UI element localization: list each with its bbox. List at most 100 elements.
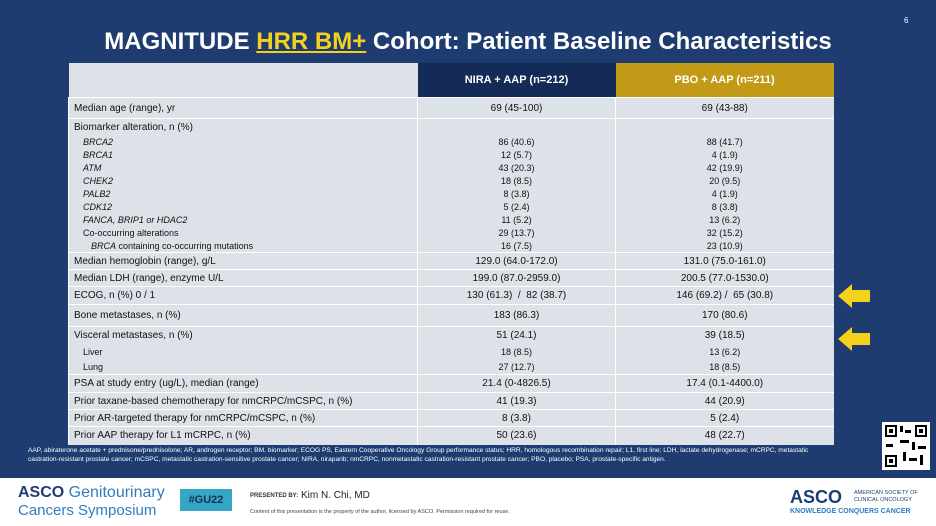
row: Median hemoglobin (range), g/L 129.0 (64.… [68,252,834,270]
cell: 50 (23.6) [417,426,616,445]
cell: 18 (8.5) [417,174,616,188]
cell: 5 (2.4) [615,409,834,427]
cell: 69 (43-88) [615,97,834,119]
table: NIRA + AAP (n=212) PBO + AAP (n=211) Medi… [68,63,834,445]
cell: 44 (20.9) [615,392,834,410]
cell: 8 (3.8) [417,409,616,427]
row: Prior taxane-based chemotherapy for nmCR… [68,392,834,410]
sub-row: Co-occurring alterations 29 (13.7) 32 (15.… [68,226,834,240]
cell: 20 (9.5) [615,174,834,188]
row-label: FANCA, BRIP1 or HDAC2 [68,213,418,227]
cell: 170 (80.6) [615,304,834,327]
row: ECOG, n (%) 0 / 1 130 (61.3) / 82 (38.7) 1… [68,286,834,305]
row-label: PSA at study entry (ug/L), median (range… [68,374,418,393]
sub-row: FANCA, BRIP1 or HDAC2 11 (5.2) 13 (6.2) [68,213,834,227]
cell: 69 (45-100) [417,97,616,119]
logo-text: Cancers Symposium [18,502,157,519]
cell: 39 (18.5) [615,326,834,345]
arrow [838,284,870,308]
sub-row: Liver 18 (8.5) 13 (6.2) [68,344,834,360]
row-label: Prior AAP therapy for L1 mCRPC, n (%) [68,426,418,445]
sub-row: Lung 27 (12.7) 18 (8.5) [68,359,834,375]
row-label: BRCA containing co-occurring mutations [68,239,418,253]
cell: 43 (20.3) [417,161,616,175]
title-part: Cohort: Patient Baseline Characteristics [366,28,832,55]
cell [417,118,616,136]
row-label: BRCA2 [68,135,418,149]
cell: 146 (69.2) / 65 (30.8) [615,286,834,305]
row-label: Co-occurring alterations [68,226,418,240]
decorations [838,284,930,470]
label-text: containing co-occurring mutations [116,240,254,251]
gene: BRCA1 [83,150,114,160]
cell: 8 (3.8) [417,187,616,201]
row-label: CHEK2 [68,174,418,188]
row: PSA at study entry (ug/L), median (range… [68,374,834,393]
cell: 88 (41.7) [615,135,834,149]
footnote: AAP, abiraterone acetate + prednisone/pr… [28,447,809,463]
cell [615,118,834,136]
hashtag: #GU22 [180,489,232,511]
cell: 5 (2.4) [417,200,616,214]
cell: 8 (3.8) [615,200,834,214]
cell: 130 (61.3) / 82 (38.7) [417,286,616,305]
gene: FANCA, BRIP1 or HDAC2 [83,215,188,225]
presenter: Kim N. Chi, MD [301,490,370,501]
row-label: ECOG, n (%) 0 / 1 [68,286,418,305]
sub-row: BRCA1 12 (5.7) 4 (1.9) [68,148,834,162]
cell: 4 (1.9) [615,148,834,162]
cell: 48 (22.7) [615,426,834,445]
cell: 16 (7.5) [417,239,616,253]
disclaimer: Content of this presentation is the prop… [250,509,510,515]
cell: 32 (15.2) [615,226,834,240]
row: Prior AR-targeted therapy for nmCRPC/mCS… [68,409,834,427]
column-header: PBO + AAP (n=211) [615,63,834,98]
cell: 86 (40.6) [417,135,616,149]
row-label: Lung [68,359,418,375]
sub-row: BRCA2 86 (40.6) 88 (41.7) [68,135,834,149]
cell: 27 (12.7) [417,359,616,375]
qr-code [882,422,930,470]
cell: 18 (8.5) [615,359,834,375]
row: Median LDH (range), enzyme U/L 199.0 (87.… [68,269,834,287]
row: Biomarker alteration, n (%) [68,118,834,136]
column-header: NIRA + AAP (n=212) [417,63,616,98]
asco-sub: AMERICAN SOCIETY OF [854,490,918,496]
cell: 23 (10.9) [615,239,834,253]
page-number: 6 [904,16,909,25]
cell: 17.4 (0.1-4400.0) [615,374,834,393]
row-label: PALB2 [68,187,418,201]
slide: MAGNITUDE HRR BM+ Cohort: Patient Baseli… [0,0,936,478]
arrow [838,327,870,351]
row-label: Bone metastases, n (%) [68,304,418,327]
symposium-logo: ASCO Genitourinary [18,484,165,502]
cell: 29 (13.7) [417,226,616,240]
sub-row: PALB2 8 (3.8) 4 (1.9) [68,187,834,201]
gene: CHEK2 [83,176,114,186]
cell: 131.0 (75.0-161.0) [615,252,834,270]
gene: BRCA [91,240,117,251]
row-label: Prior taxane-based chemotherapy for nmCR… [68,392,418,410]
row-label: CDK12 [68,200,418,214]
presented-by: PRESENTED BY: [250,493,299,499]
gene: CDK12 [83,202,113,212]
row-label: Prior AR-targeted therapy for nmCRPC/mCS… [68,409,418,427]
row-label: Liver [68,344,418,360]
cell: 199.0 (87.0-2959.0) [417,269,616,287]
cell: 41 (19.3) [417,392,616,410]
gene: PALB2 [83,189,111,199]
row: Median age (range), yr 69 (45-100) 69 (43-… [68,97,834,119]
header-cell [68,63,418,98]
row-label: BRCA1 [68,148,418,162]
cell: 129.0 (64.0-172.0) [417,252,616,270]
row-label: ATM [68,161,418,175]
cell: 200.5 (77.0-1530.0) [615,269,834,287]
cell: 51 (24.1) [417,326,616,345]
row-label: Biomarker alteration, n (%) [68,118,418,136]
cell: 13 (6.2) [615,213,834,227]
asco-logo: ASCO [790,487,843,507]
row-label: Median LDH (range), enzyme U/L [68,269,418,287]
sub-row: CDK12 5 (2.4) 8 (3.8) [68,200,834,214]
logo-asco: ASCO [18,484,65,501]
